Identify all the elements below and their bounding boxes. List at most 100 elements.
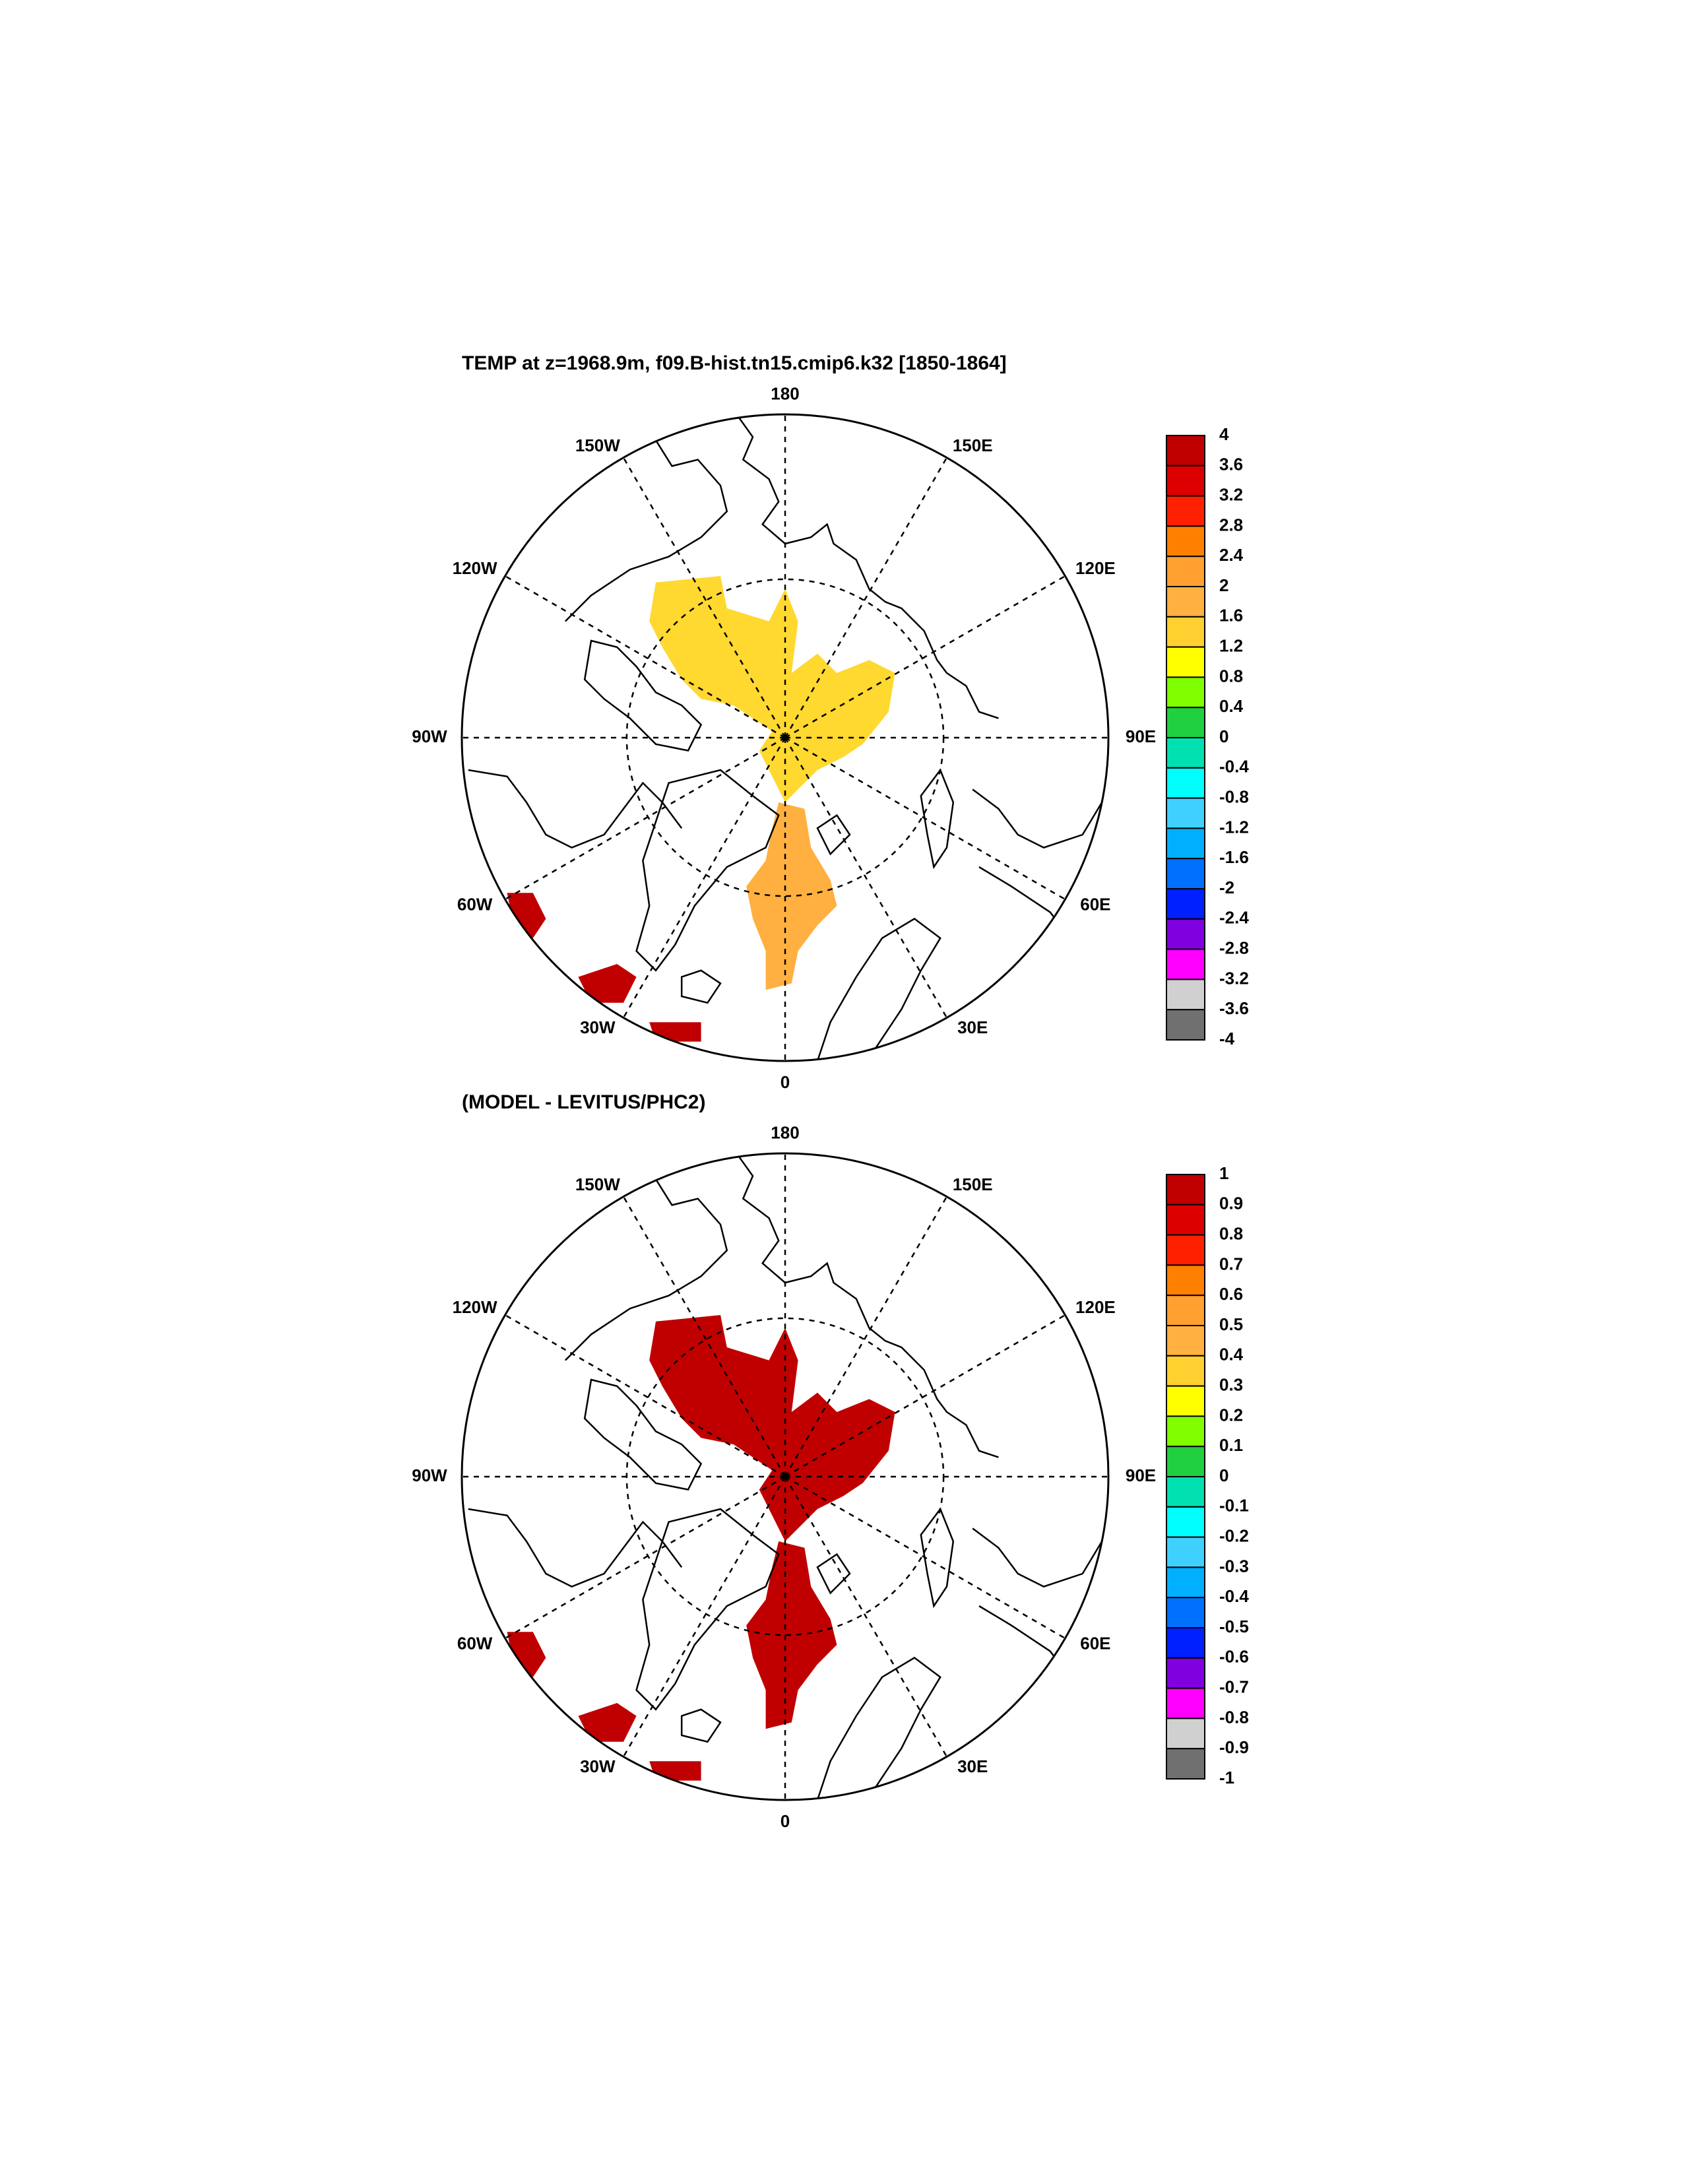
coastline xyxy=(816,917,941,1061)
map-boundary xyxy=(461,1152,1110,1801)
meridian-label-upper-right: 150E xyxy=(953,1174,993,1194)
meridian-label-left: 90W xyxy=(412,726,447,746)
colorbar-box xyxy=(1166,918,1205,950)
colorbar-tick-label: -0.5 xyxy=(1219,1617,1249,1636)
colorbar-tick-label: -3.2 xyxy=(1219,968,1249,988)
meridian-line xyxy=(622,1476,786,1758)
meridian-label-mid-lower-right: 60E xyxy=(1080,1634,1110,1654)
colorbar-box xyxy=(1166,1415,1205,1448)
coastline xyxy=(736,1153,999,1458)
colorbar-tick-label: 0.8 xyxy=(1219,666,1243,686)
colorbar-tick-label: 2 xyxy=(1219,575,1228,595)
meridian-line xyxy=(504,736,786,901)
colorbar-box xyxy=(1166,979,1205,1011)
meridian-label-lower-left: 30W xyxy=(580,1017,616,1037)
meridian-line xyxy=(784,1476,948,1758)
colorbar-box xyxy=(1166,646,1205,678)
meridian-label-upper-left: 150W xyxy=(575,1174,620,1194)
colorbar-box xyxy=(1166,1446,1205,1477)
colorbar-box xyxy=(1166,827,1205,860)
colorbar-tick-label: 1 xyxy=(1219,1163,1228,1183)
coastline xyxy=(972,1527,1103,1588)
meridian-label-top: 180 xyxy=(771,1122,799,1142)
coastline xyxy=(978,1605,1071,1678)
colorbar-box xyxy=(1166,1597,1205,1628)
colorbar-box xyxy=(1166,1718,1205,1750)
colorbar-tick-label: 2.8 xyxy=(1219,515,1243,534)
fill-irminger-sea xyxy=(578,964,637,1003)
colorbar-box xyxy=(1166,767,1205,799)
panel-title: (MODEL - LEVITUS/PHC2) xyxy=(462,1091,705,1113)
fill-iceland-basin xyxy=(649,1022,701,1042)
colorbar-tick-label: -2.8 xyxy=(1219,938,1249,957)
colorbar-box xyxy=(1166,435,1205,466)
meridian-label-mid-lower-left: 60W xyxy=(457,1634,493,1654)
colorbar-tick-label: 0.2 xyxy=(1219,1405,1243,1425)
fill-iceland-basin xyxy=(649,1761,701,1781)
coastline xyxy=(564,439,728,622)
meridian-line xyxy=(504,1475,786,1640)
meridian-line xyxy=(784,1196,948,1477)
map-boundary xyxy=(461,413,1110,1062)
colorbar-tick-label: -2 xyxy=(1219,878,1234,897)
colorbar-box xyxy=(1166,1506,1205,1538)
colorbar-box xyxy=(1166,1687,1205,1719)
meridian-line xyxy=(784,1314,1066,1478)
coastline xyxy=(972,788,1103,849)
meridian-label-mid-upper-right: 120E xyxy=(1075,558,1116,578)
meridian-line xyxy=(784,736,1066,901)
colorbar-tick-label: 0.9 xyxy=(1219,1194,1243,1213)
colorbar-tick-label: -1.6 xyxy=(1219,847,1249,867)
coastline xyxy=(816,1553,851,1595)
colorbar-tick-label: -0.2 xyxy=(1219,1526,1249,1545)
meridian-line xyxy=(622,737,786,1019)
panel-bottom: (MODEL - LEVITUS/PHC2) 180 0 150W 150E 120W 12… xyxy=(412,1091,1249,1831)
meridian-line xyxy=(622,1196,786,1477)
colorbar-box xyxy=(1166,1627,1205,1659)
colorbar-box xyxy=(1166,1234,1205,1266)
fill-fram-strait xyxy=(746,802,837,990)
colorbar-tick-label: -0.4 xyxy=(1219,1586,1249,1606)
colorbar-tick-label: 0.1 xyxy=(1219,1435,1243,1455)
colorbar-box xyxy=(1166,888,1205,920)
coastline xyxy=(680,969,722,1004)
colorbar-box xyxy=(1166,858,1205,889)
colorbar-tick-label: 0.5 xyxy=(1219,1314,1243,1334)
panel-title: TEMP at z=1968.9m, f09.B-hist.tn15.cmip6… xyxy=(462,352,1007,374)
panel-top: TEMP at z=1968.9m, f09.B-hist.tn15.cmip6… xyxy=(412,352,1249,1092)
colorbar-tick-label: 3.6 xyxy=(1219,455,1243,474)
colorbar-box xyxy=(1166,1748,1205,1780)
colorbar-tick-label: 0 xyxy=(1219,726,1228,746)
colorbar-tick-label: -0.3 xyxy=(1219,1556,1249,1576)
meridian-line xyxy=(784,575,1066,739)
coastline xyxy=(680,1708,722,1743)
colorbar-box xyxy=(1166,1264,1205,1297)
colorbar-tick-label: 0.4 xyxy=(1219,1345,1244,1365)
coastline xyxy=(635,1508,780,1711)
colorbar-tick-label: 4 xyxy=(1219,424,1229,444)
meridian-label-mid-upper-left: 120W xyxy=(453,558,497,578)
meridian-label-upper-left: 150W xyxy=(575,435,620,455)
meridian-label-lower-left: 30W xyxy=(580,1756,616,1776)
colorbar-box xyxy=(1166,1009,1205,1041)
colorbar: 1 0.9 0.8 0.7 0.6 0.5 0.4 0.3 0.2 0.1 0 -0.1 -0.2 -0.… xyxy=(1166,1163,1249,1787)
meridian-line xyxy=(784,737,948,1019)
meridian-label-mid-lower-left: 60W xyxy=(457,895,493,915)
colorbar-box xyxy=(1166,676,1205,709)
colorbar-box xyxy=(1166,495,1205,527)
colorbar-tick-label: 1.6 xyxy=(1219,606,1243,626)
colorbar-box xyxy=(1166,1204,1205,1236)
colorbar-tick-label: -4 xyxy=(1219,1029,1235,1048)
colorbar-tick-label: 1.2 xyxy=(1219,635,1243,655)
colorbar-box xyxy=(1166,797,1205,829)
colorbar-box xyxy=(1166,1295,1205,1326)
colorbar-tick-label: -0.4 xyxy=(1219,757,1249,777)
meridian-line xyxy=(622,457,786,738)
coastline xyxy=(978,866,1071,939)
meridian-line xyxy=(504,1314,786,1478)
colorbar-tick-label: -3.6 xyxy=(1219,998,1249,1018)
colorbar-tick-label: 2.4 xyxy=(1219,545,1244,565)
meridian-label-mid-lower-right: 60E xyxy=(1080,895,1110,915)
meridian-label-bottom: 0 xyxy=(781,1072,790,1092)
